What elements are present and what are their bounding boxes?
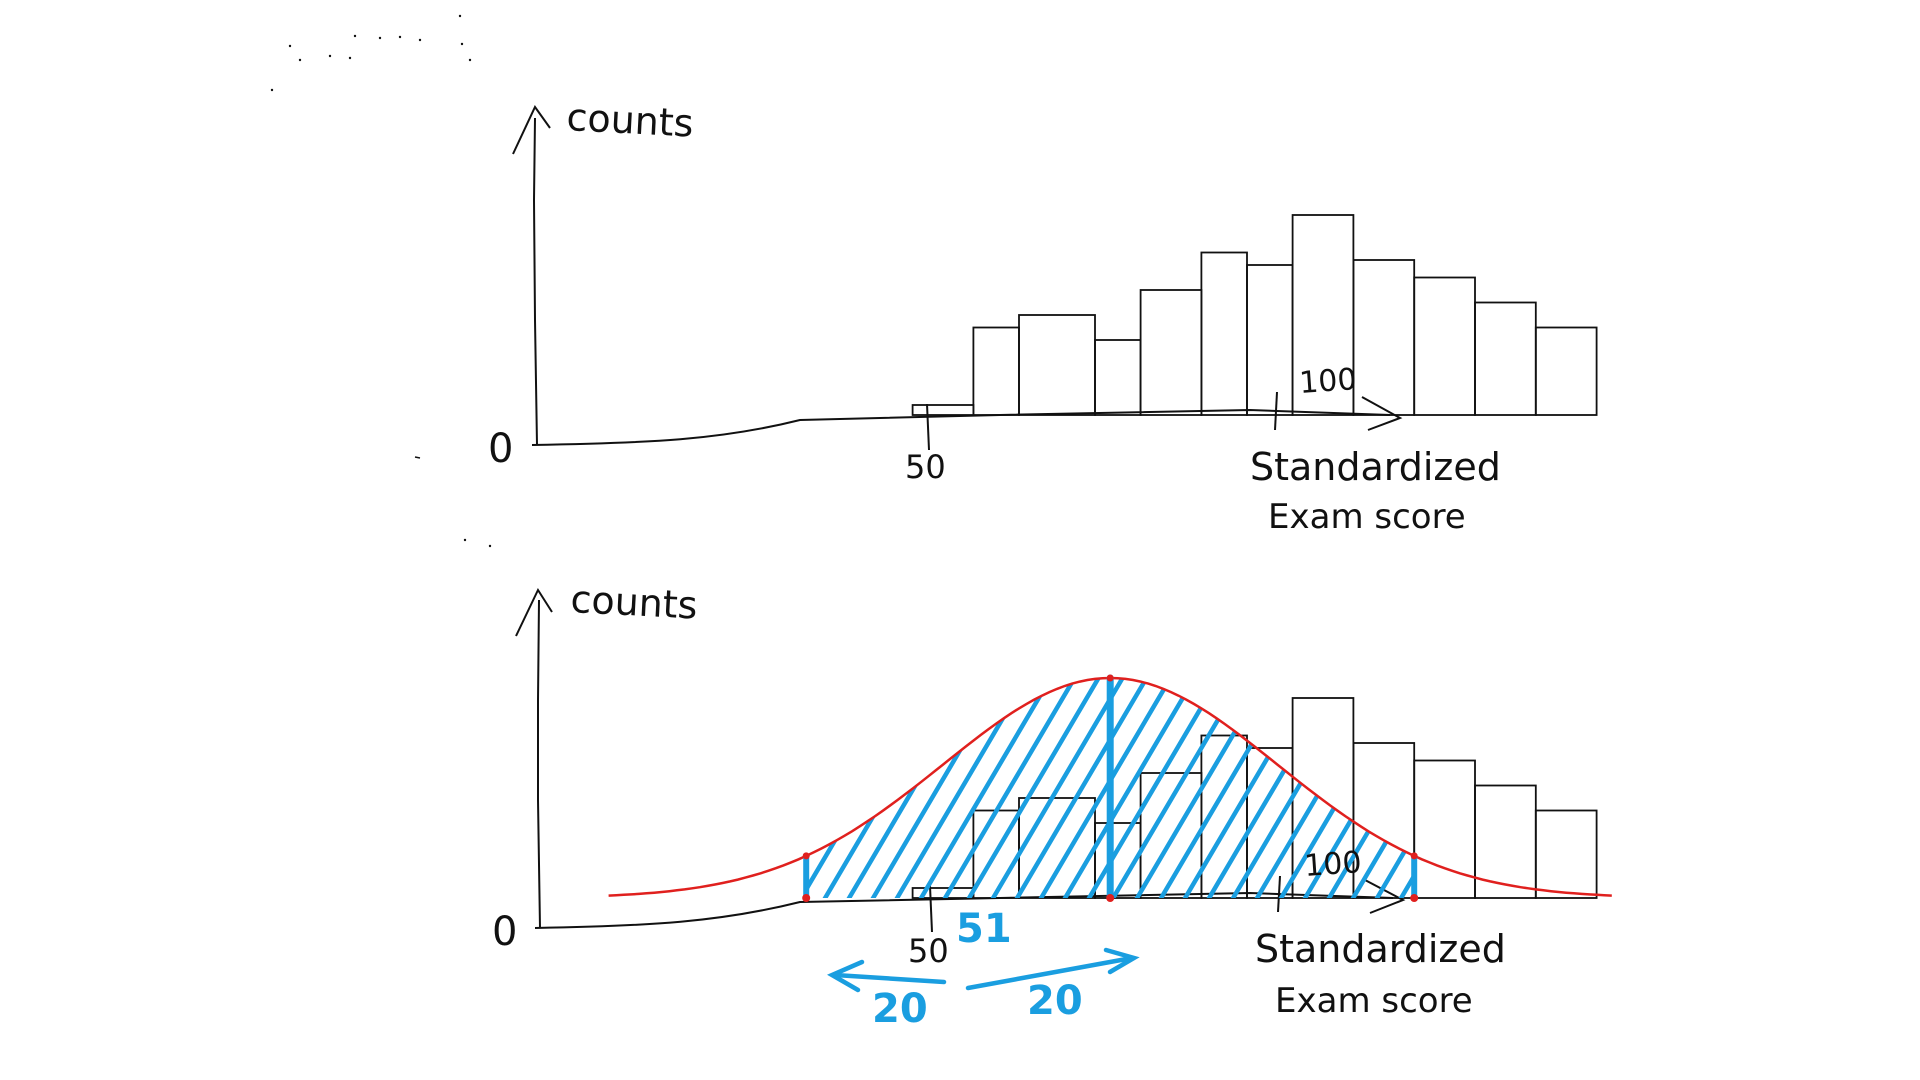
hatch-stroke-15 [939,678,1095,898]
x-axis-label-line-2: Exam score [1275,981,1473,1021]
histogram-bar-5 [1139,289,1203,416]
right-span-label: 20 [1027,978,1083,1024]
hatch-stroke-10 [819,678,975,898]
hatch-stroke-9 [806,678,951,898]
x-axis-arrowhead [1361,396,1403,431]
marker-top-dot-71 [1410,852,1418,860]
tick-50 [929,885,933,933]
x-axis-label-line-2: Exam score [1268,497,1466,537]
tick-label-50: 50 [905,448,946,486]
left-span-label: 20 [872,986,928,1032]
y-axis-arrowhead [515,587,553,637]
marker-base-dot-71 [1410,894,1419,902]
histogram-bar-9 [1352,742,1416,899]
histogram-bar-12 [1534,809,1598,899]
histogram-bar-3 [1018,314,1096,416]
histogram-chart-bottom: counts 0 50 100 Standardized Exam score … [492,577,1620,1032]
histogram-chart-top: counts 0 50 100 Standardized Exam score [488,95,1598,537]
stray-pen-marks [270,14,492,548]
hatch-stroke-22 [1107,678,1263,898]
tick-100 [1277,875,1281,913]
hatch-stroke-5 [806,678,855,898]
hatch-stroke-18 [1011,678,1167,898]
y-axis-label: counts [566,95,695,146]
origin-label: 0 [492,909,517,955]
histogram-bar-10 [1413,276,1476,416]
tick-100 [1274,391,1278,431]
x-axis-label-line-1: Standardized [1250,445,1501,489]
hatch-stroke-12 [867,678,1023,898]
x-axis [531,396,1403,446]
x-axis-label-line-1: Standardized [1255,927,1506,971]
histogram-bar-2 [972,326,1020,416]
histogram-bar-10 [1413,759,1476,899]
marker-base-dot-51 [1106,894,1115,902]
y-axis-arrowhead [512,105,551,155]
hatch-stroke-2 [630,648,780,903]
mean-label: 51 [956,906,1012,952]
tick-label-50: 50 [908,932,949,970]
hatch-stroke-8 [806,678,927,898]
hatch-stroke-17 [987,678,1143,898]
hatch-stroke-1 [606,648,756,903]
x-axis [534,879,1406,929]
hatch-stroke-20 [1059,678,1215,898]
marker-base-dot-31 [802,894,811,902]
marker-top-dot-51 [1106,674,1114,682]
histogram-bar-6 [1200,251,1248,416]
hatch-stroke-33 [1371,678,1415,898]
marker-lines [802,674,1419,902]
y-axis [515,587,553,929]
marker-top-dot-31 [802,852,810,860]
histogram-bar-11 [1474,301,1537,416]
histogram-bar-3 [1018,797,1096,899]
hatch-stroke-13 [891,678,1047,898]
hatch-stroke-24 [1155,678,1311,898]
tick-label-100: 100 [1298,362,1358,401]
hatch-stroke-6 [806,678,879,898]
histogram-bar-12 [1534,326,1598,416]
histogram-bar-1 [911,404,975,416]
y-axis-label: counts [570,577,699,628]
bar-group [911,697,1598,899]
x-axis-arrowhead [1364,879,1406,914]
hatch-stroke-7 [806,678,903,898]
histogram-bar-7 [1246,264,1294,416]
tick-50 [926,403,930,451]
hatch-stroke-32 [1347,678,1415,898]
origin-label: 0 [488,426,513,472]
hatch-stroke-14 [915,678,1071,898]
hatch-stroke-35 [1422,648,1572,903]
hatch-stroke-36 [1446,648,1596,903]
y-axis [512,105,551,446]
tick-label-100: 100 [1303,845,1363,884]
hatch-stroke-16 [963,678,1119,898]
hatch-stroke-37 [1470,648,1620,903]
histogram-bar-4 [1094,339,1142,416]
bar-group [911,214,1598,416]
hatch-stroke-34 [1395,678,1415,898]
right-span-arrow [965,947,1140,991]
histogram-bar-9 [1352,259,1416,416]
left-span-arrow [827,959,947,993]
